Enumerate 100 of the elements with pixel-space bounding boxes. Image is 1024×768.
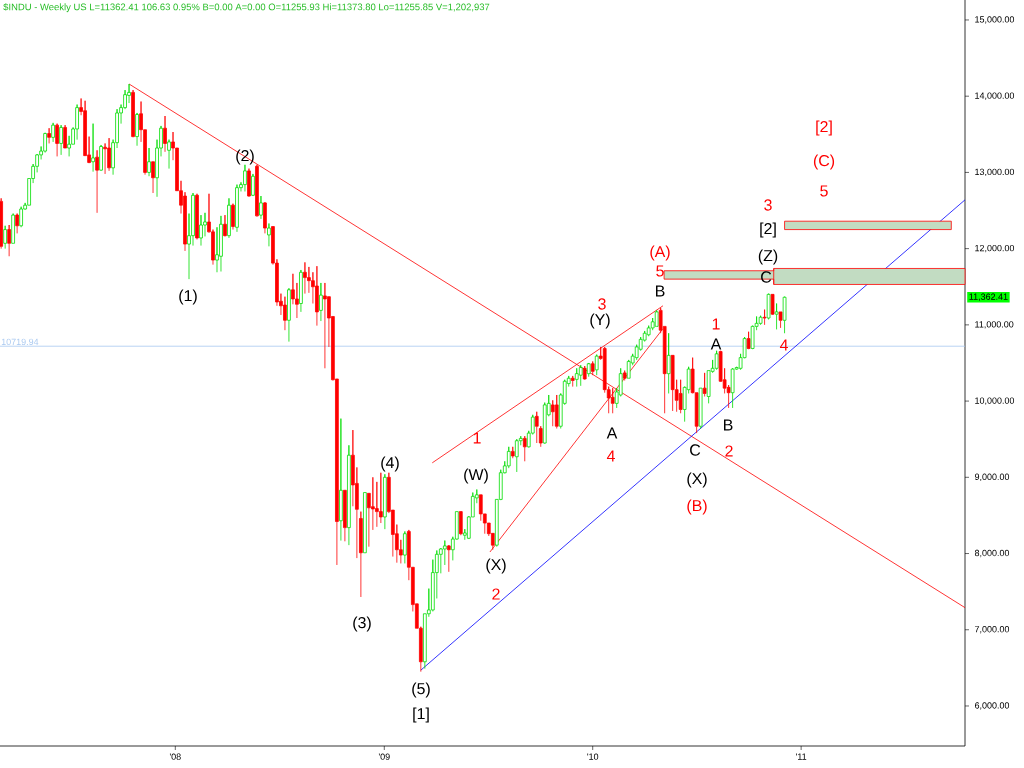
candlestick: [782, 296, 787, 334]
annotation: (W): [464, 468, 488, 484]
candlestick: [758, 315, 763, 326]
candlestick: [714, 350, 719, 371]
annotation: C: [761, 271, 772, 283]
candlestick: [403, 531, 407, 564]
candlestick: [219, 215, 223, 272]
candlestick: [574, 367, 579, 387]
candlestick: [243, 164, 247, 192]
candlestick: [594, 354, 599, 376]
candlestick: [263, 201, 267, 234]
candlestick: [319, 282, 323, 322]
candlestick: [75, 104, 79, 141]
annotation: (5): [412, 682, 430, 698]
annotation: 4: [779, 339, 788, 351]
candlestick: [231, 203, 235, 230]
candlestick: [770, 293, 775, 316]
annotation: B: [656, 285, 665, 297]
annotation: 5: [656, 265, 664, 277]
y-tick-label: 7,000.00: [974, 626, 1010, 634]
annotation: (1): [179, 289, 197, 305]
candlestick: [287, 287, 291, 343]
candlestick: [135, 112, 139, 147]
candlestick: [622, 370, 627, 381]
annotation: B: [724, 419, 733, 431]
annotation: 3: [598, 298, 606, 310]
candlestick: [746, 331, 751, 350]
candlestick: [554, 394, 559, 429]
annotation: 3: [764, 199, 772, 211]
candlestick: [199, 214, 203, 246]
candlestick: [339, 418, 343, 541]
candlestick: [195, 193, 199, 240]
candlestick: [299, 269, 303, 313]
text: 11,362.41: [969, 293, 1008, 301]
candlestick: [51, 122, 55, 143]
y-tick-label: 9,000.00: [974, 473, 1010, 482]
x-tick-label: '11: [796, 753, 807, 760]
candlestick: [446, 544, 451, 573]
candlestick: [510, 446, 515, 459]
candlestick: [303, 261, 307, 295]
candlestick: [163, 115, 167, 153]
candlestick: [654, 309, 659, 327]
y-tick-label: 11,000.00: [975, 321, 1014, 329]
candlestick: [383, 473, 387, 530]
candlestick: [670, 354, 675, 412]
annotation: [1]: [413, 707, 429, 723]
candlestick: [11, 213, 15, 244]
candlestick: [235, 184, 239, 233]
annotation: 2: [725, 445, 733, 457]
candlestick: [730, 367, 735, 409]
candlestick: [107, 137, 111, 172]
candlestick: [147, 147, 151, 177]
candlestick: [223, 214, 227, 237]
candlestick: [666, 332, 671, 394]
annotation: (C): [813, 154, 835, 170]
annotation: (A): [650, 245, 670, 261]
candlestick: [570, 375, 575, 387]
candlestick: [774, 303, 779, 330]
candlestick: [247, 168, 251, 198]
annotation: C: [690, 444, 701, 456]
y-tick-label: 12,000.00: [975, 244, 1015, 253]
annotation: 1: [712, 318, 720, 330]
candlestick: [59, 124, 63, 156]
candlestick: [578, 364, 583, 387]
candlestick: [267, 223, 271, 247]
candlestick: [590, 361, 595, 376]
ref-line-label: 10719.94: [1, 338, 39, 346]
candlestick: [534, 411, 539, 444]
annotation: A: [606, 427, 618, 439]
candlestick: [47, 127, 51, 144]
candlestick: [315, 265, 319, 327]
candlestick: [610, 387, 615, 414]
candlestick: [55, 123, 59, 157]
y-tick-label: 14,000.00: [975, 92, 1015, 100]
candlestick: [522, 435, 527, 462]
candlestick: [343, 489, 347, 542]
annotation: 5: [820, 185, 828, 197]
candlestick: [323, 282, 327, 369]
candlestick: [99, 144, 103, 172]
candlestick: [63, 124, 67, 149]
annotation: 1: [473, 432, 481, 444]
candlestick: [167, 139, 171, 169]
candlestick: [363, 492, 367, 554]
candlestick: [698, 387, 703, 429]
x-tick-label: '09: [378, 753, 390, 760]
candlestick: [15, 213, 19, 234]
chart-title: $INDU - Weekly US L=11362.41 106.63 0.95% B=0.00 A=0.00 O=11255.93 Hi=11373.80 Lo=11255.85 V=1,202,937: [3, 3, 490, 13]
annotation: (X): [486, 558, 506, 574]
candlestick: [259, 195, 263, 220]
candlestick: [586, 362, 591, 378]
candlestick: [514, 438, 519, 473]
candlestick: [766, 293, 771, 320]
candlestick: [151, 161, 155, 194]
candlestick: [678, 379, 683, 414]
candlestick: [95, 149, 99, 214]
y-tick-label: 6,000.00: [974, 702, 1010, 710]
candlestick: [762, 309, 767, 326]
y-tick-label: 15,000.00: [975, 16, 1015, 24]
annotation: (B): [687, 499, 707, 515]
y-tick-label: 10,000.00: [975, 397, 1015, 405]
